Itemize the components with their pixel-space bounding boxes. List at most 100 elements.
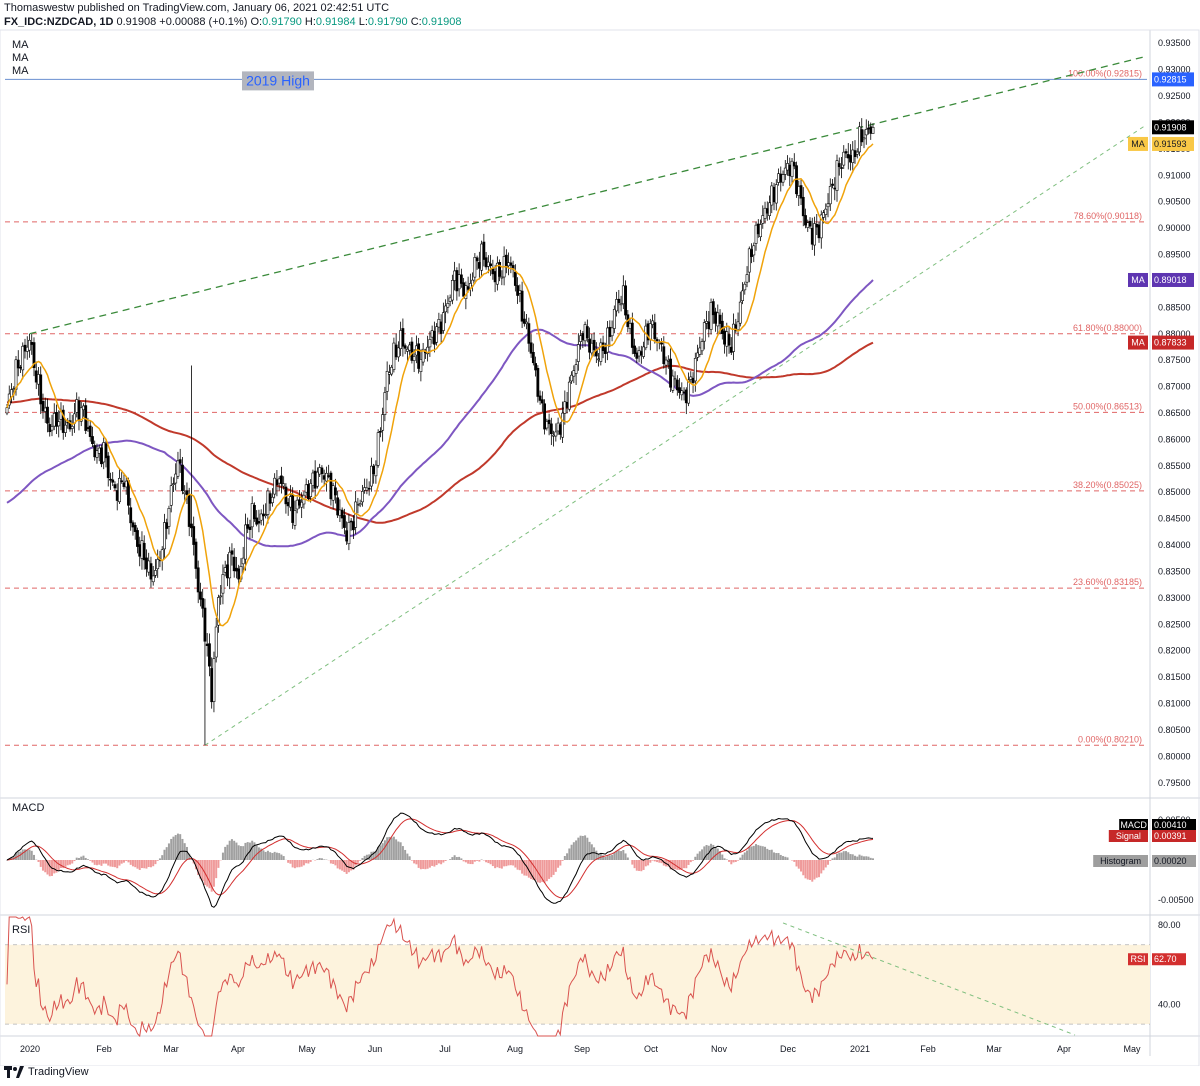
macd-histogram-bar xyxy=(406,853,409,860)
macd-histogram-bar xyxy=(449,859,452,860)
macd-histogram-bar xyxy=(167,843,170,860)
macd-histogram-bar xyxy=(757,845,760,860)
candle-body xyxy=(779,173,783,183)
candle-body xyxy=(671,375,675,391)
candle-body xyxy=(372,465,376,475)
candle-body xyxy=(25,346,29,352)
price-tag-label-box xyxy=(1128,136,1148,151)
macd-histogram-bar xyxy=(237,845,240,860)
macd-histogram-bar xyxy=(28,849,31,860)
candle-body xyxy=(833,187,837,190)
macd-histogram-bar xyxy=(111,860,114,867)
candle-body xyxy=(124,480,128,488)
macd-histogram-bar xyxy=(462,860,465,862)
candle-body xyxy=(732,323,735,352)
macd-tag-label-box xyxy=(1119,819,1148,831)
candle-body xyxy=(32,342,36,368)
macd-histogram-bar xyxy=(152,860,155,867)
candle-body xyxy=(583,324,587,342)
macd-histogram-bar xyxy=(500,860,503,869)
candle-body xyxy=(196,567,200,593)
candle-body xyxy=(104,443,108,459)
macd-histogram-bar xyxy=(174,835,177,860)
macd-histogram-bar xyxy=(849,854,852,860)
macd-histogram-bar xyxy=(676,860,679,870)
candle-body xyxy=(169,485,173,506)
candle-body xyxy=(869,126,873,134)
candle-body xyxy=(621,285,625,305)
macd-histogram-bar xyxy=(797,860,800,869)
candle-body xyxy=(282,483,286,487)
macd-histogram-bar xyxy=(215,860,218,879)
candle-body xyxy=(253,505,256,520)
macd-histogram-bar xyxy=(473,860,476,862)
upper-trendline xyxy=(29,55,1147,335)
time-axis-label: Oct xyxy=(644,1044,659,1054)
candle-body xyxy=(79,407,83,422)
macd-histogram-bar xyxy=(354,860,357,866)
macd-histogram-bar xyxy=(356,860,359,863)
candle-body xyxy=(527,323,531,344)
candle-body xyxy=(801,196,805,217)
macd-histogram-bar xyxy=(595,850,598,860)
macd-histogram-bar xyxy=(858,854,861,860)
macd-histogram-bar xyxy=(383,840,386,860)
price-axis-tick: 0.83500 xyxy=(1158,566,1191,576)
candle-body xyxy=(167,508,171,527)
candle-body xyxy=(163,522,166,550)
candle-body xyxy=(666,359,670,362)
macd-histogram-bar xyxy=(647,860,650,866)
macd-histogram-bar xyxy=(433,860,436,867)
candle-body xyxy=(819,214,823,239)
time-axis-label: Mar xyxy=(986,1044,1002,1054)
price-axis-tick: 0.83000 xyxy=(1158,593,1191,603)
candle-body xyxy=(608,326,612,337)
candle-body xyxy=(30,342,34,345)
candle-body xyxy=(855,151,859,155)
price-axis-tick: 0.79500 xyxy=(1158,778,1191,788)
candle-body xyxy=(504,254,508,268)
macd-histogram-bar xyxy=(329,860,332,864)
fib-level-label: 78.60%(0.90118) xyxy=(1074,211,1142,221)
macd-histogram-bar xyxy=(262,850,265,860)
candle-body xyxy=(210,668,214,703)
candle-body xyxy=(797,186,801,196)
candle-body xyxy=(606,327,609,353)
price-tag-label: MA xyxy=(1131,139,1145,149)
macd-histogram-bar xyxy=(305,860,308,864)
candle-body xyxy=(34,370,38,383)
macd-histogram-bar xyxy=(770,849,773,860)
candle-body xyxy=(426,346,430,355)
candle-body xyxy=(581,333,585,341)
macd-histogram-bar xyxy=(264,851,267,860)
macd-histogram-bar xyxy=(750,846,753,860)
macd-histogram-bar xyxy=(593,847,596,860)
macd-histogram-bar xyxy=(777,853,780,860)
candle-body xyxy=(628,323,632,329)
candle-body xyxy=(601,342,605,351)
macd-histogram-bar xyxy=(617,850,620,860)
candle-body xyxy=(781,174,785,183)
candle-body xyxy=(804,215,807,226)
lower-trendline xyxy=(204,124,1147,746)
macd-histogram-bar xyxy=(244,842,247,860)
macd-histogram-bar xyxy=(863,856,866,860)
candle-body xyxy=(540,399,544,404)
candle-body xyxy=(705,321,708,324)
macd-histogram-bar xyxy=(534,860,537,881)
candle-body xyxy=(444,305,448,313)
macd-histogram-bar xyxy=(422,860,425,869)
candle-body xyxy=(334,487,337,496)
macd-histogram-bar xyxy=(539,860,542,883)
time-axis-label: Feb xyxy=(920,1044,936,1054)
price-axis-tick: 0.87500 xyxy=(1158,355,1191,365)
candle-body xyxy=(520,290,524,322)
candle-body xyxy=(592,339,596,350)
macd-histogram-bar xyxy=(631,860,634,865)
candle-body xyxy=(385,371,389,392)
macd-histogram-bar xyxy=(811,860,814,882)
macd-histogram-bar xyxy=(660,860,663,864)
macd-histogram-bar xyxy=(728,860,731,862)
candle-body xyxy=(331,485,335,501)
